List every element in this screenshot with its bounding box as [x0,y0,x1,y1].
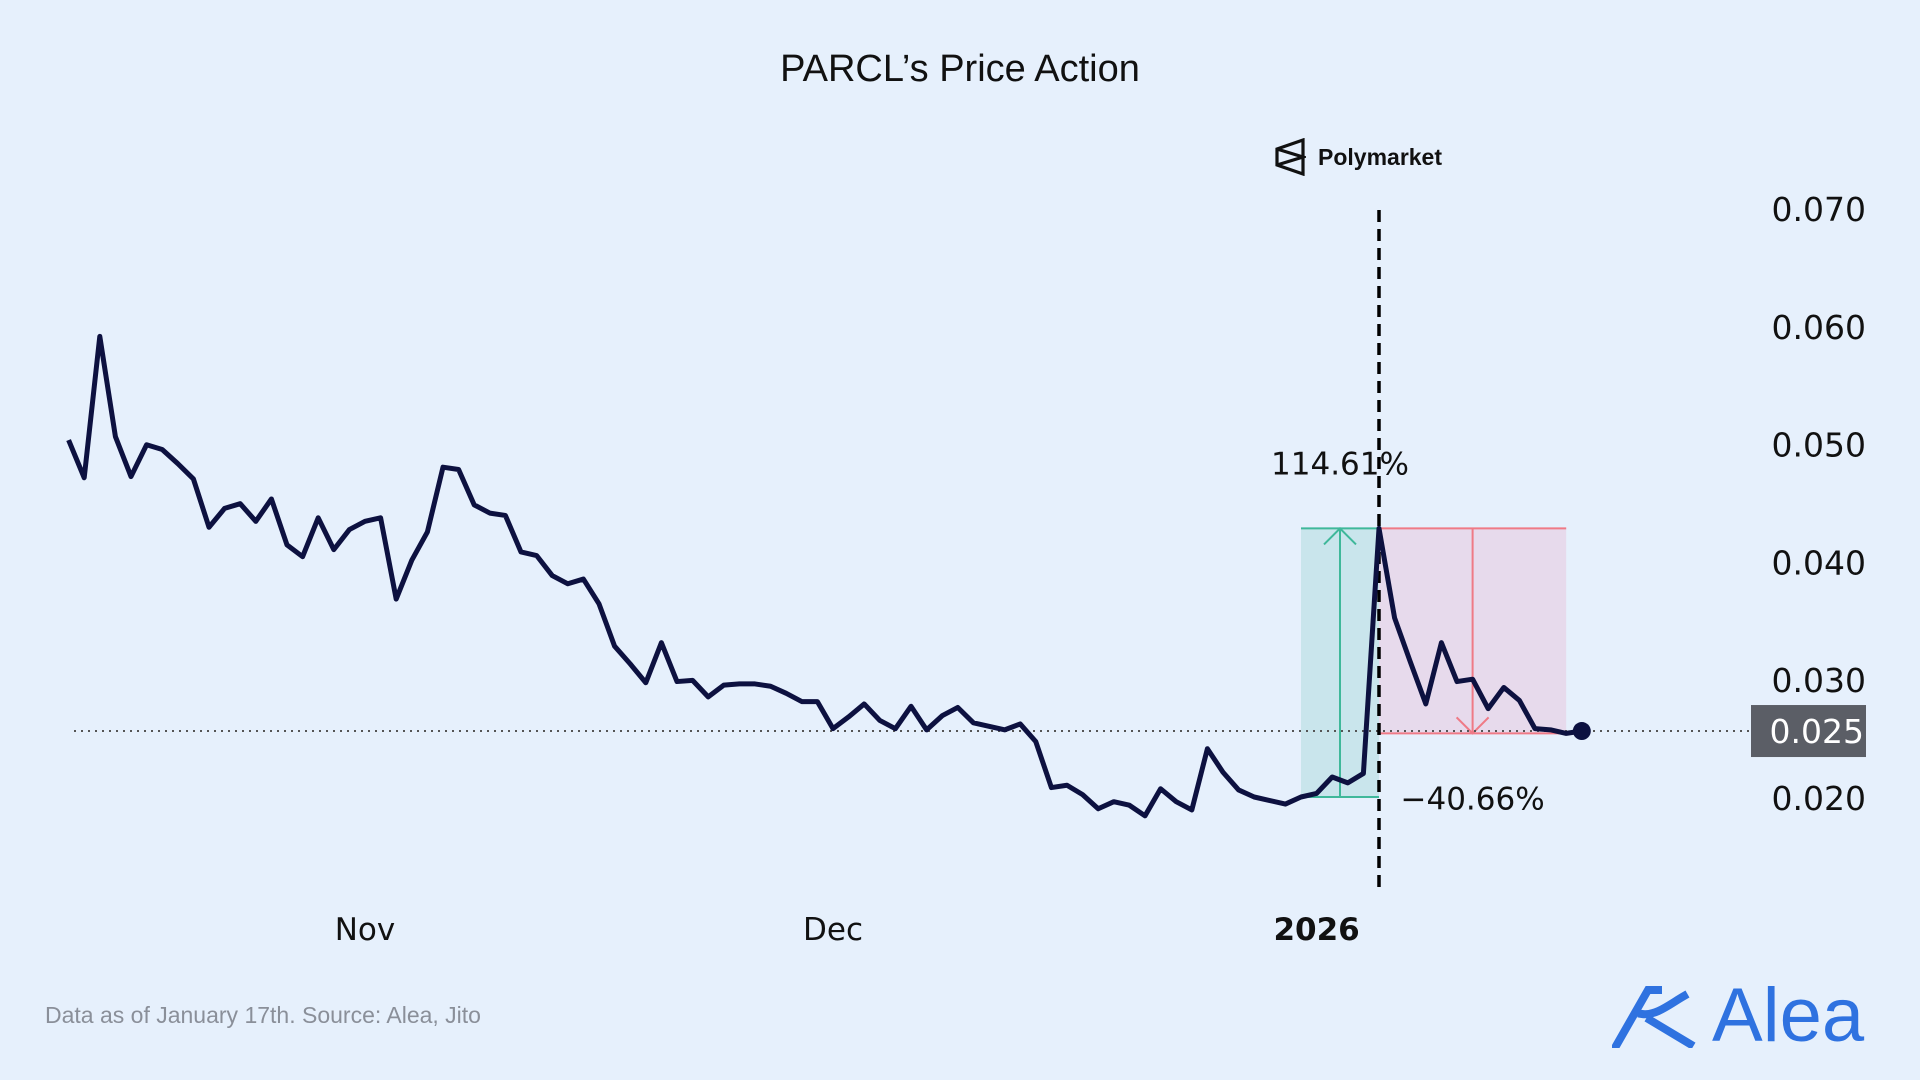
latest-price-dot [1572,722,1591,741]
measure-arrowhead [1323,527,1357,546]
y-tick-label: 0.040 [1772,543,1866,582]
current-price-badge [1751,705,1866,758]
y-tick-label: 0.020 [1772,779,1866,818]
measure-label: 114.61% [1271,446,1409,482]
measure-label: −40.66% [1401,781,1545,817]
alea-logo-icon [1612,986,1696,1048]
x-tick-label: Nov [335,912,396,948]
y-tick-label: 0.050 [1772,426,1866,465]
x-tick-label: Dec [803,912,863,948]
y-tick-label: 0.030 [1772,661,1866,700]
current-price-label: 0.025 [1770,712,1864,751]
alea-logo: Alea [1612,978,1864,1054]
event-label: Polymarket [1274,138,1442,176]
alea-logo-text: Alea [1712,973,1865,1058]
chart-title: PARCL’s Price Action [780,48,1140,90]
measure-arrowhead [1455,716,1490,735]
polymarket-logo-icon [1275,138,1306,176]
y-tick-label: 0.060 [1772,308,1866,347]
x-tick-label: 2026 [1273,912,1359,948]
polymarket-label: Polymarket [1318,143,1443,170]
y-tick-label: 0.070 [1772,190,1866,229]
price-line [66,333,1583,819]
source-note: Data as of January 17th. Source: Alea, J… [45,1002,481,1028]
